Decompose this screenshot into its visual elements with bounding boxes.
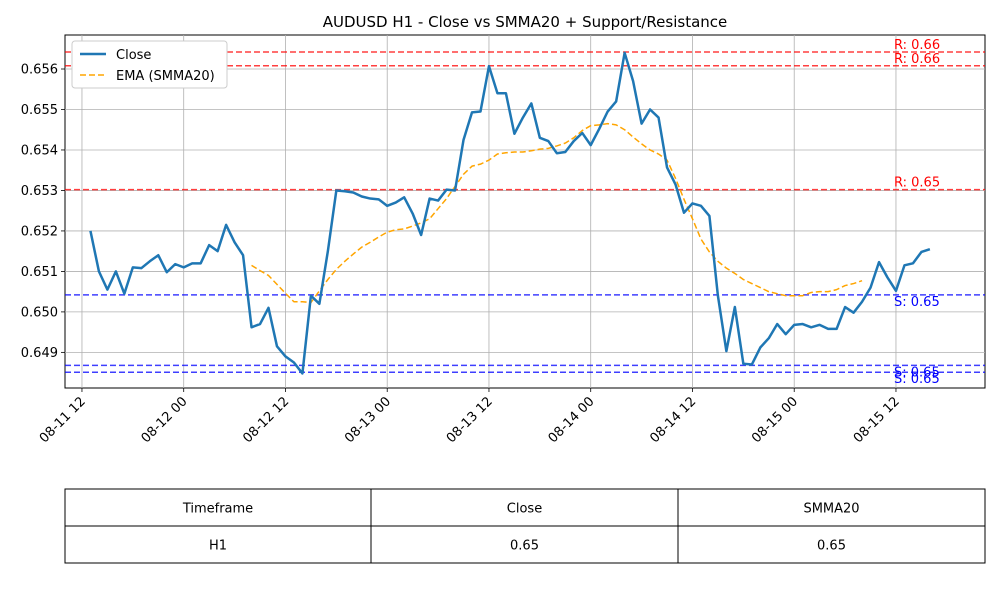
series-group <box>89 51 931 375</box>
x-tick-label: 08-11 12 <box>37 394 89 446</box>
resistance-label: R: 0.65 <box>894 176 940 191</box>
legend: Close EMA (SMMA20) <box>71 40 228 89</box>
support-label: S: 0.65 <box>894 365 940 380</box>
x-tick-label: 08-14 00 <box>546 394 598 446</box>
resistance-label: R: 0.66 <box>894 38 940 53</box>
level-labels: R: 0.66R: 0.66R: 0.65S: 0.65S: 0.65S: 0.… <box>894 38 940 387</box>
x-tick-label: 08-12 00 <box>139 394 191 446</box>
support-label: S: 0.65 <box>894 372 940 387</box>
y-tick-label: 0.656 <box>21 63 58 78</box>
y-tick-label: 0.650 <box>21 305 58 320</box>
resistance-label: R: 0.66 <box>894 52 940 67</box>
support-resistance-lines <box>65 51 985 373</box>
legend-box <box>71 40 228 89</box>
y-tick-label: 0.655 <box>21 103 58 118</box>
ema-series-line <box>251 122 863 304</box>
table-cell: 0.65 <box>510 539 539 554</box>
y-axis: 0.649 0.650 0.651 0.652 0.653 0.654 0.655 0.656 <box>21 63 65 361</box>
y-tick-label: 0.652 <box>21 224 58 239</box>
chart-title: AUDUSD H1 - Close vs SMMA20 + Support/Re… <box>323 13 728 31</box>
legend-label-close: Close <box>116 48 151 63</box>
table-header-cell: SMMA20 <box>803 502 859 517</box>
y-tick-label: 0.654 <box>21 143 58 158</box>
y-tick-label: 0.651 <box>21 265 58 280</box>
y-tick-label: 0.649 <box>21 346 58 361</box>
close-series-line <box>89 51 931 375</box>
table-cell: 0.65 <box>817 539 846 554</box>
y-tick-label: 0.653 <box>21 184 58 199</box>
x-tick-label: 08-14 12 <box>647 394 699 446</box>
table-header-cell: Close <box>507 502 542 517</box>
table-header-cell: Timeframe <box>182 502 253 517</box>
support-label: S: 0.65 <box>894 295 940 310</box>
plot-area <box>64 34 986 389</box>
legend-label-ema: EMA (SMMA20) <box>116 69 215 84</box>
x-tick-label: 08-13 00 <box>342 394 394 446</box>
x-tick-label: 08-12 12 <box>240 394 292 446</box>
x-tick-label: 08-15 00 <box>749 394 801 446</box>
x-tick-label: 08-13 12 <box>444 394 496 446</box>
x-axis: 08-11 12 08-12 00 08-12 12 08-13 00 08-13 12… <box>37 388 903 446</box>
x-tick-label: 08-15 12 <box>851 394 903 446</box>
table-cell: H1 <box>209 539 227 554</box>
summary-table: Timeframe Close SMMA20 H1 0.65 0.65 <box>64 488 986 564</box>
